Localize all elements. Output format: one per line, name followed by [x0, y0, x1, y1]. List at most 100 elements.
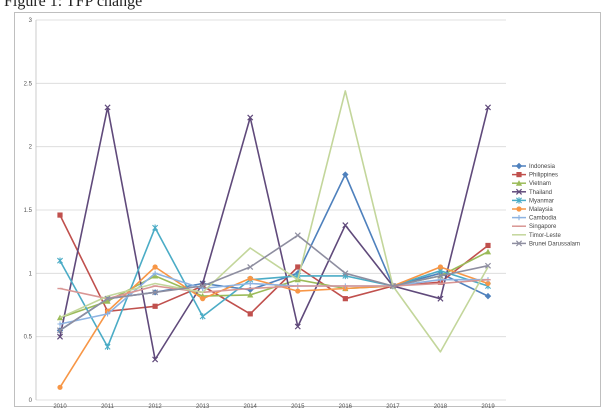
legend-item: Singapore — [512, 224, 557, 230]
data-point — [484, 262, 492, 269]
y-tick-label: 2 — [29, 145, 33, 151]
data-point — [247, 280, 253, 287]
data-point — [247, 311, 253, 317]
x-tick-label: 2019 — [481, 404, 495, 409]
figure-caption: Figure 1: TFP change — [4, 0, 143, 10]
data-point — [516, 197, 522, 204]
legend-label: Philippines — [529, 173, 558, 179]
legend-item: Philippines — [512, 172, 558, 179]
series-line — [59, 272, 488, 325]
data-point — [247, 275, 253, 281]
data-point — [295, 264, 301, 270]
data-point — [342, 270, 349, 277]
series-line — [59, 90, 489, 353]
legend-item: Vietnam — [512, 180, 551, 187]
data-point — [152, 303, 158, 309]
data-point — [484, 292, 492, 300]
y-axis-ticks: 0 0.5 1 1.5 2 2.5 3 — [24, 18, 33, 404]
legend: Indonesia Philippines Vietnam Thailand Myanm… — [512, 162, 580, 247]
data-point — [104, 104, 111, 111]
legend-item: Thailand — [512, 188, 552, 196]
y-tick-label: 0.5 — [24, 335, 33, 341]
series-thailand — [56, 104, 492, 363]
data-point — [247, 291, 254, 298]
legend-item: Malaysia — [512, 206, 553, 213]
legend-item: Myanmar — [512, 197, 554, 204]
legend-item: Timor-Leste — [512, 233, 561, 239]
data-point — [199, 282, 206, 290]
data-point — [104, 343, 111, 350]
data-point — [152, 264, 158, 270]
legend-label: Indonesia — [529, 164, 556, 170]
x-tick-label: 2018 — [434, 404, 448, 409]
data-point — [342, 171, 349, 178]
x-axis-ticks: 2010 2011 2012 2013 2014 2015 2016 2017 2018 2019 — [53, 404, 495, 409]
legend-label: Thailand — [529, 190, 552, 196]
data-point — [294, 232, 301, 239]
data-point — [200, 296, 206, 302]
data-point — [484, 248, 492, 255]
legend-label: Brunei Darussalam — [529, 241, 580, 247]
data-point — [152, 224, 159, 231]
data-point — [437, 272, 444, 279]
data-point — [516, 172, 522, 178]
data-point — [57, 321, 63, 327]
x-tick-label: 2012 — [148, 404, 162, 409]
legend-item: Indonesia — [512, 162, 556, 170]
y-tick-label: 1.5 — [24, 208, 33, 214]
data-point — [247, 114, 254, 121]
data-point — [152, 270, 158, 276]
x-tick-label: 2013 — [196, 404, 210, 409]
series-group — [56, 90, 492, 390]
series-brunei-darussalam — [56, 232, 492, 334]
legend-label: Vietnam — [529, 181, 551, 187]
series-line — [59, 226, 489, 348]
legend-label: Myanmar — [529, 198, 554, 204]
y-tick-label: 1 — [29, 271, 33, 277]
x-tick-label: 2016 — [339, 404, 353, 409]
data-point — [57, 257, 63, 264]
data-point — [389, 282, 396, 290]
data-point — [485, 242, 491, 249]
data-point — [515, 188, 523, 195]
data-point — [437, 277, 444, 283]
data-point — [247, 263, 254, 271]
data-point — [342, 222, 349, 229]
data-point — [56, 327, 64, 334]
data-point — [515, 240, 523, 247]
y-tick-label: 3 — [29, 18, 33, 24]
x-tick-label: 2014 — [244, 404, 258, 409]
data-point — [152, 289, 159, 296]
data-point — [515, 162, 523, 170]
data-point — [56, 333, 64, 340]
data-point — [437, 295, 444, 302]
data-point — [152, 356, 159, 363]
legend-label: Singapore — [529, 224, 557, 230]
data-point — [104, 311, 111, 317]
data-point — [485, 280, 491, 287]
x-tick-label: 2011 — [101, 404, 115, 409]
data-point — [57, 212, 63, 218]
series-timor-leste — [59, 90, 489, 353]
data-point — [104, 295, 111, 302]
y-tick-label: 2.5 — [24, 81, 33, 87]
data-point — [295, 288, 301, 294]
data-point — [199, 313, 206, 320]
legend-label: Cambodia — [529, 216, 557, 222]
x-tick-label: 2017 — [386, 404, 400, 409]
series-line — [59, 234, 489, 331]
data-point — [516, 206, 522, 212]
data-point — [516, 215, 522, 221]
y-tick-label: 0 — [29, 398, 33, 404]
series-line — [59, 278, 489, 300]
legend-label: Malaysia — [529, 207, 553, 213]
legend-item: Cambodia — [512, 215, 557, 222]
data-point — [294, 323, 301, 330]
legend-label: Timor-Leste — [529, 233, 561, 239]
x-tick-label: 2010 — [53, 404, 67, 409]
series-line — [59, 106, 489, 361]
legend-item: Brunei Darussalam — [512, 240, 580, 247]
data-point — [57, 384, 63, 390]
data-point — [515, 180, 523, 186]
